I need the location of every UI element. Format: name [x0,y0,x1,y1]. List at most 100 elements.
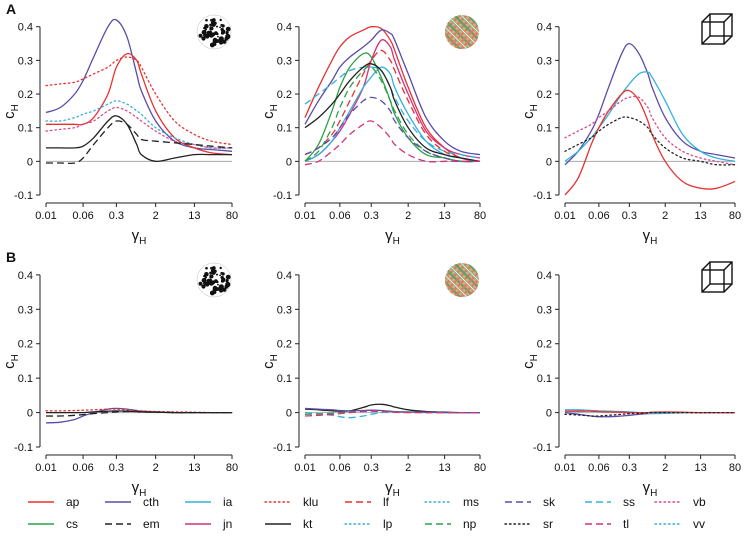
panel-letter-b: B [6,249,16,265]
legend-label: lp [383,517,393,531]
x-tick-label: 0.06 [329,462,350,474]
y-tick-label: 0.4 [18,270,33,282]
series-line-sr [564,411,736,417]
series-line-ia [564,71,736,162]
x-tick-label: 13 [438,462,450,474]
x-tick-label: 0.01 [294,462,315,474]
y-tick-label: 0 [286,156,292,168]
series-line-vb [45,106,233,149]
legend-item-ms: ms [424,495,479,509]
x-tick-label: 13 [188,210,200,222]
x-tick-label: 2 [153,210,159,222]
x-tick-label: 0.01 [554,462,575,474]
legend-item-cs: cs [28,517,78,531]
legend-item-kt: kt [265,517,313,531]
x-tick-label: 0.3 [109,210,124,222]
legend-item-lp: lp [344,517,393,531]
series-line-ap [304,25,481,162]
x-tick-label: 0.3 [622,462,637,474]
series-line-kt [46,410,232,414]
series-line-tl [304,410,480,417]
x-tick-label: 0.06 [72,462,93,474]
series-line-cs [304,52,481,163]
cube-wireframe-icon [701,13,733,45]
series-line-cth [45,18,233,152]
x-tick-label: 2 [662,210,668,222]
x-tick-label: 0.06 [588,462,609,474]
y-tick-label: -0.1 [14,442,33,454]
legend: ap cth ia klu lf ms sk ss vb cs em jn kt lp np sr tl vv [28,495,706,531]
series-line-vb [564,95,736,166]
y-tick-label: 0 [546,156,552,168]
x-tick-label: 0.06 [72,210,93,222]
y-tick-label: 0.1 [18,123,33,135]
y-tick-label: 0.1 [537,373,552,385]
legend-label: sr [543,517,553,531]
series-line-cth [564,42,736,166]
legend-label: lf [383,495,390,509]
y-tick-label: 0.4 [537,270,552,282]
legend-item-klu: klu [264,495,318,509]
y-tick-label: 0.4 [277,22,292,34]
dots-texture-icon [196,14,232,50]
series-line-ia [304,66,481,162]
y-tick-label: 0.3 [537,55,552,67]
legend-item-ss: ss [585,495,635,509]
y-tick-label: 0.2 [277,339,292,351]
x-axis-label: γH [132,479,147,499]
y-tick-label: 0.1 [537,123,552,135]
legend-item-cth: cth [105,495,159,509]
y-tick-label: -0.1 [14,190,33,202]
y-tick-label: 0.4 [277,270,292,282]
x-tick-label: 2 [153,462,159,474]
y-axis-label: cH [260,354,280,369]
legend-item-em: em [105,517,160,531]
chart-panel-b-1: -0.1 0 0.1 0.2 0.3 0.4 0.01 0.06 0.3 2 13 80 cH γH [1,262,238,499]
series-line-klu [45,56,233,146]
legend-label: jn [222,517,232,531]
plaid-texture-icon [445,15,479,49]
y-tick-label: 0.1 [277,123,292,135]
x-axis-label: γH [132,227,147,247]
legend-item-vb: vb [654,495,706,509]
plaid-texture-icon [445,263,479,297]
x-tick-label: 80 [729,462,741,474]
legend-label: ss [623,495,635,509]
series-line-cth [304,29,481,156]
legend-item-ap: ap [28,495,80,509]
x-tick-label: 0.06 [588,210,609,222]
y-tick-label: 0.4 [537,22,552,34]
legend-item-np: np [425,517,477,531]
x-tick-label: 13 [695,210,707,222]
y-tick-label: -0.1 [533,190,552,202]
y-tick-label: 0.1 [277,373,292,385]
y-tick-label: 0.3 [18,55,33,67]
legend-item-lf: lf [345,495,390,509]
x-tick-label: 2 [662,462,668,474]
x-tick-label: 13 [188,462,200,474]
legend-label: cs [66,517,78,531]
x-tick-label: 0.01 [35,462,56,474]
y-tick-label: 0.3 [18,304,33,316]
series-line-klu [45,408,233,414]
y-tick-label: 0.2 [537,339,552,351]
chart-panel-a-3: -0.1 0 0.1 0.2 0.3 0.4 0.01 0.06 0.3 2 13 80 cH γH [520,13,741,247]
x-tick-label: 0.3 [364,210,379,222]
y-tick-label: 0 [286,408,292,420]
legend-label: ia [223,495,233,509]
y-tick-label: 0 [27,156,33,168]
x-tick-label: 0.01 [294,210,315,222]
legend-label: cth [143,495,159,509]
dots-texture-icon [196,262,232,298]
y-tick-label: -0.1 [273,442,292,454]
y-axis-label: cH [260,104,280,119]
x-tick-label: 0.3 [364,462,379,474]
y-axis-label: cH [1,354,21,369]
legend-item-jn: jn [185,517,232,531]
chart-panel-b-3: -0.1 0 0.1 0.2 0.3 0.4 0.01 0.06 0.3 2 13 80 cH γH [520,261,741,499]
x-tick-label: 80 [226,462,238,474]
series-line-lf [304,49,481,162]
chart-panel-a-1: -0.1 0 0.1 0.2 0.3 0.4 0.01 0.06 0.3 2 13 80 cH γH [1,14,238,247]
x-tick-label: 0.01 [35,210,56,222]
